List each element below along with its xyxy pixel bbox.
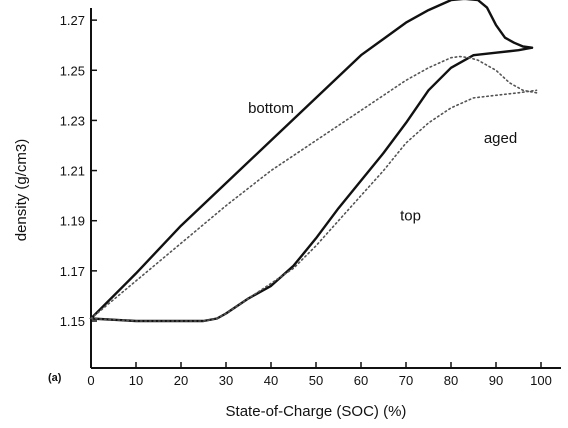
x-tick-label: 50 xyxy=(309,373,323,388)
y-axis-label: density (g/cm3) xyxy=(13,139,30,242)
x-tick-label: 80 xyxy=(444,373,458,388)
series-line-4 xyxy=(90,89,538,322)
annotation-label: top xyxy=(400,208,421,225)
annotation-label: non-aged xyxy=(428,0,491,2)
y-tick-label: 1.19 xyxy=(60,214,85,229)
axes: 0 10 20 30 40 50 60 70 80 90 100 1.15 1.17 1.19 1.21 1.… xyxy=(60,8,561,388)
y-tick-label: 1.23 xyxy=(60,113,85,128)
x-tick-label: 20 xyxy=(174,373,188,388)
x-tick-label: 60 xyxy=(354,373,368,388)
y-tick-label: 1.15 xyxy=(60,314,85,329)
annotation-label: bottom xyxy=(248,100,294,117)
x-tick-label: 40 xyxy=(264,373,278,388)
y-tick-label: 1.17 xyxy=(60,264,85,279)
panel-label: (a) xyxy=(48,372,62,384)
series-line-1 xyxy=(89,0,534,320)
series-line-3 xyxy=(90,55,538,320)
annotation-label: aged xyxy=(484,130,517,147)
x-tick-label: 100 xyxy=(530,373,552,388)
x-tick-label: 90 xyxy=(489,373,503,388)
x-tick-label: 10 xyxy=(129,373,143,388)
x-tick-label: 70 xyxy=(399,373,413,388)
y-tick-label: 1.21 xyxy=(60,164,85,179)
series-line-2 xyxy=(89,46,534,323)
y-tick-label: 1.25 xyxy=(60,63,85,78)
annotation-layer: non-aged bottom aged top xyxy=(248,0,517,225)
series-layer xyxy=(89,0,538,323)
x-axis-label: State-of-Charge (SOC) (%) xyxy=(226,403,407,420)
x-tick-label: 30 xyxy=(219,373,233,388)
y-tick-label: 1.27 xyxy=(60,13,85,28)
x-tick-label: 0 xyxy=(87,373,94,388)
